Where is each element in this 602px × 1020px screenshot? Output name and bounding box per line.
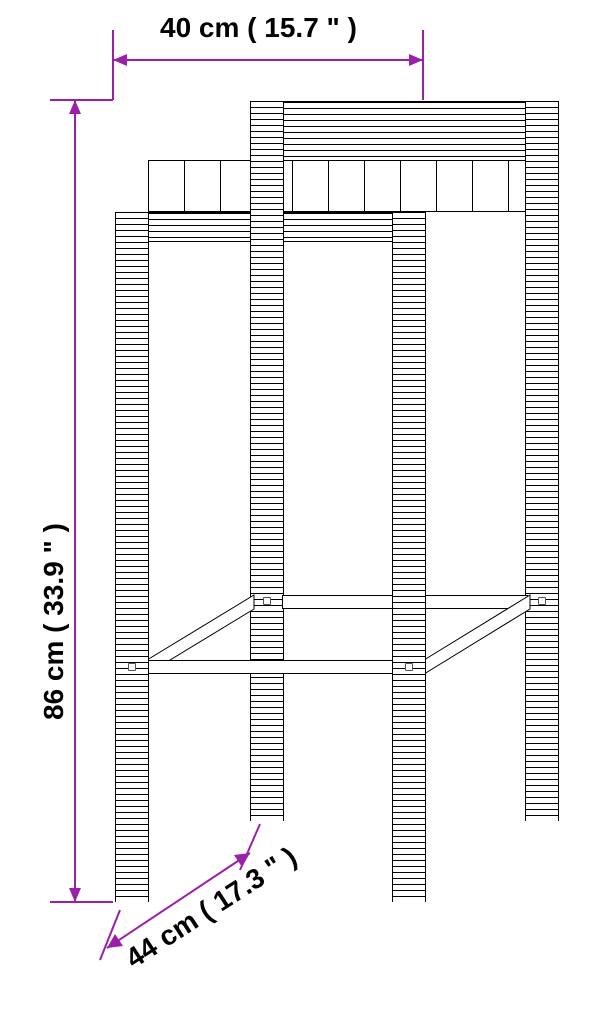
stool-back-right-leg <box>525 101 559 821</box>
bolt-icon <box>405 663 413 671</box>
stool-front-left-leg <box>115 212 149 902</box>
bolt-icon <box>263 597 271 605</box>
stool-backrest <box>250 101 559 161</box>
dimension-height-label: 86 cm ( 33.9 " ) <box>38 523 70 720</box>
dimension-width-label: 40 cm ( 15.7 " ) <box>160 12 357 44</box>
stool-footrest-front <box>146 660 396 674</box>
stool-back-left-leg <box>250 101 284 821</box>
diagram-page: 40 cm ( 15.7 " ) 86 cm ( 33.9 " ) 44 cm … <box>0 0 602 1020</box>
bolt-icon <box>128 663 136 671</box>
bolt-icon <box>538 597 546 605</box>
stool-front-right-leg <box>392 212 426 902</box>
stool-seat-slats <box>148 160 538 212</box>
